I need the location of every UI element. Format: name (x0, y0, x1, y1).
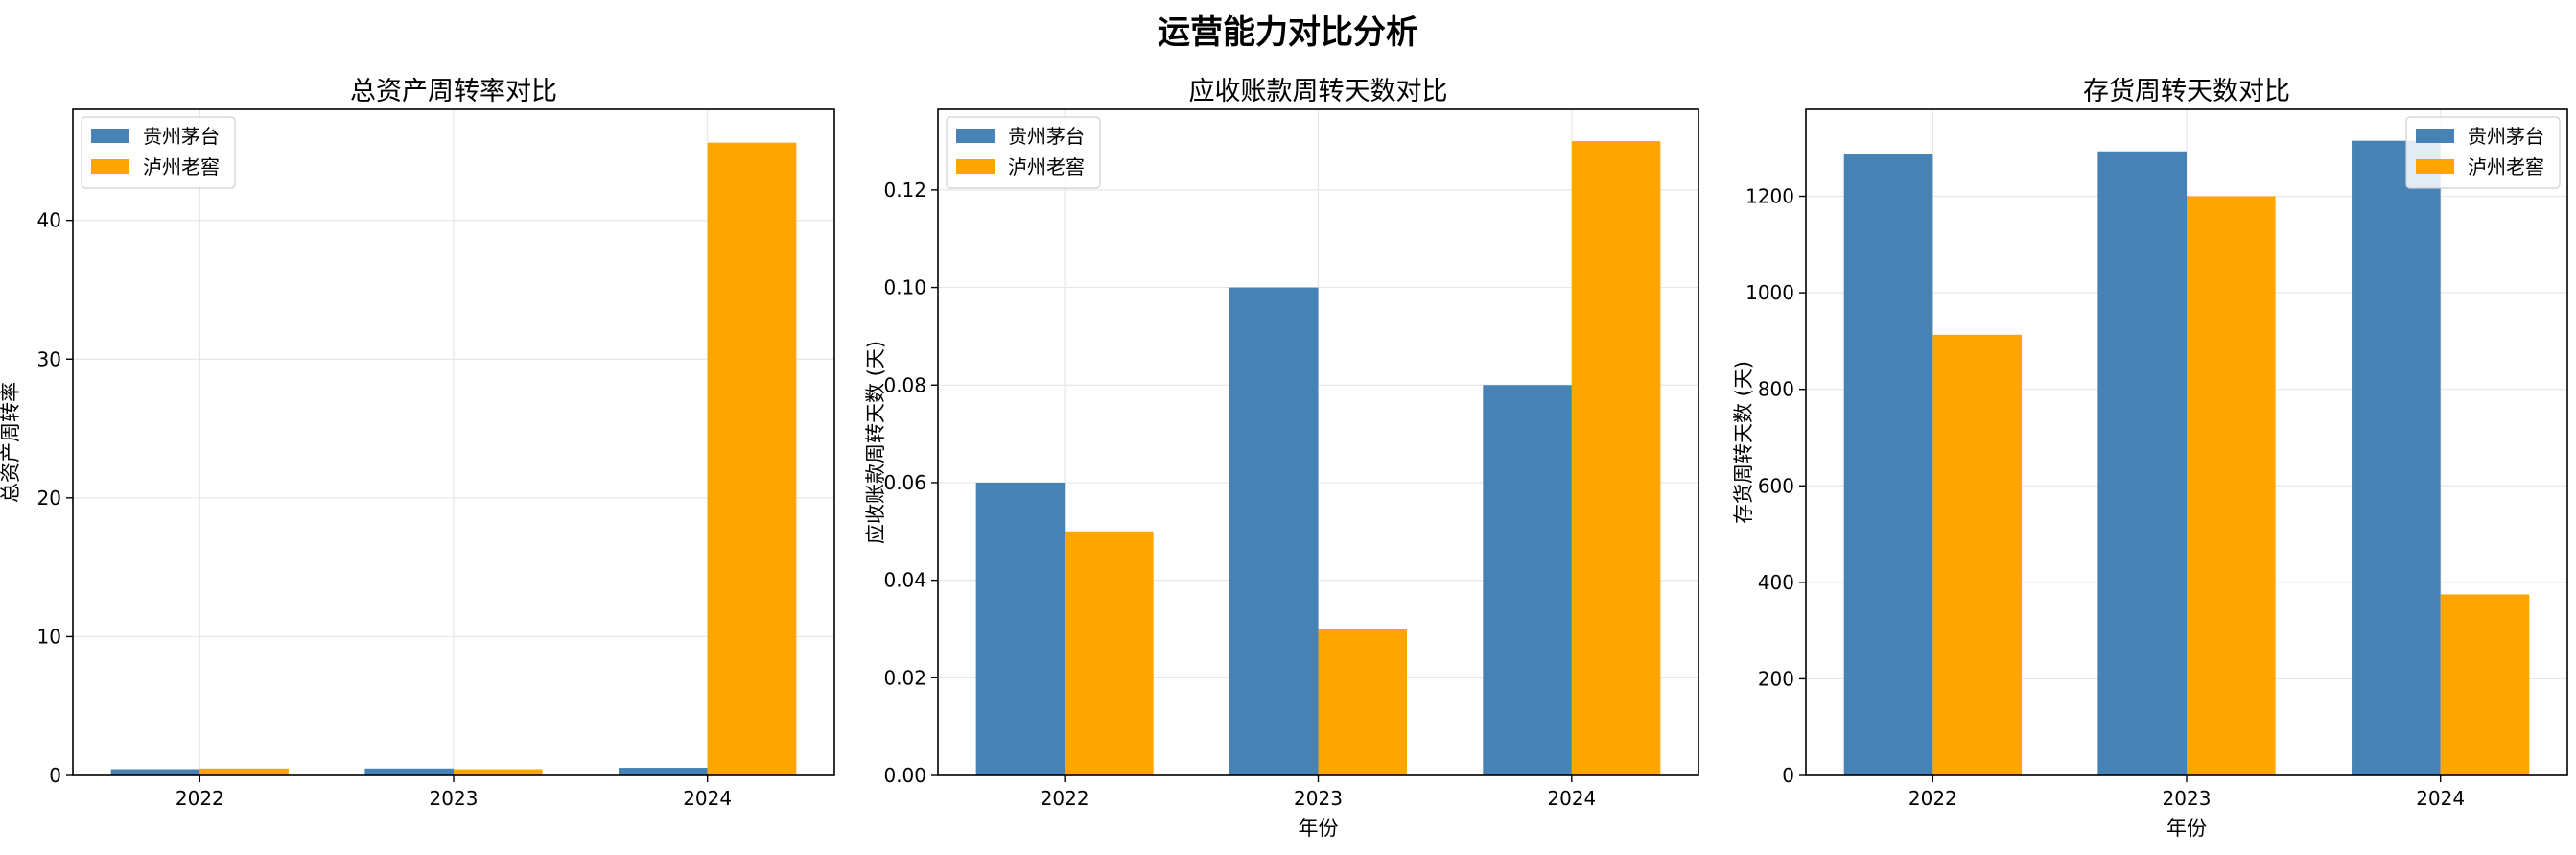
bar-moutai-2023 (2097, 151, 2187, 775)
chart-title: 存货周转天数对比 (2083, 77, 2290, 107)
bar-luzhou-2022 (199, 768, 289, 775)
legend-swatch (2416, 129, 2454, 143)
y-tick-label: 40 (37, 209, 61, 232)
y-tick-label: 0.00 (883, 764, 926, 787)
legend-swatch (91, 159, 129, 174)
y-tick-label: 0 (49, 764, 61, 787)
bar-moutai-2023 (1229, 287, 1319, 775)
x-tick-label: 2023 (2163, 787, 2212, 810)
x-tick-label: 2022 (1041, 787, 1089, 810)
y-tick-label: 0.08 (883, 373, 926, 396)
x-axis-label: 年份 (2166, 817, 2207, 840)
x-tick-label: 2024 (683, 787, 732, 810)
chart-title: 应收账款周转天数对比 (1189, 77, 1448, 107)
legend-label: 泸州老窖 (2468, 155, 2544, 178)
chart-panel-2: 0.00 0.02 0.04 0.06 0.08 0.10 0.12 2022 2023 2024… (864, 77, 1699, 840)
y-tick-label: 200 (1758, 667, 1794, 690)
bar-luzhou-2023 (2187, 196, 2276, 776)
legend-label: 泸州老窖 (1008, 155, 1085, 178)
x-tick-label: 2023 (430, 787, 479, 810)
legend-label: 贵州茅台 (143, 125, 220, 148)
x-tick-label: 2023 (1294, 787, 1343, 810)
legend-label: 贵州茅台 (2468, 125, 2544, 148)
y-tick-label: 30 (37, 347, 61, 370)
bar-luzhou-2024 (707, 142, 797, 775)
bar-luzhou-2022 (1065, 531, 1154, 775)
y-tick-label: 800 (1758, 378, 1794, 401)
legend-swatch (2416, 159, 2454, 174)
y-tick-label: 20 (37, 487, 61, 510)
bar-luzhou-2023 (454, 769, 543, 775)
y-axis-label: 存货周转天数 (天) (1732, 361, 1755, 524)
y-tick-label: 0.10 (883, 276, 926, 299)
bar-luzhou-2023 (1318, 629, 1408, 775)
y-tick-label: 0 (1782, 764, 1794, 787)
y-tick-label: 0.04 (883, 569, 926, 592)
y-tick-label: 1200 (1745, 185, 1794, 208)
x-axis-label: 年份 (1299, 817, 1339, 840)
legend-label: 贵州茅台 (1008, 125, 1085, 148)
legend-swatch (956, 159, 995, 174)
bar-moutai-2024 (619, 768, 708, 775)
y-tick-label: 600 (1758, 474, 1794, 497)
y-tick-label: 0.06 (883, 471, 926, 494)
bar-luzhou-2024 (2440, 594, 2530, 775)
bar-moutai-2022 (975, 482, 1066, 775)
legend-swatch (956, 129, 995, 143)
y-tick-label: 0.12 (883, 178, 926, 202)
bar-moutai-2022 (110, 769, 200, 775)
bar-moutai-2023 (364, 768, 454, 775)
y-tick-label: 1000 (1745, 281, 1794, 304)
legend-label: 泸州老窖 (143, 155, 220, 178)
y-tick-label: 0.02 (883, 666, 926, 689)
bar-luzhou-2022 (1932, 334, 2022, 775)
bar-moutai-2024 (1483, 385, 1572, 775)
x-tick-label: 2024 (2416, 787, 2465, 810)
bar-luzhou-2024 (1571, 141, 1661, 776)
y-axis-label: 应收账款周转天数 (天) (864, 341, 887, 544)
y-tick-label: 400 (1758, 571, 1794, 594)
bar-moutai-2024 (2352, 140, 2441, 775)
x-tick-label: 2024 (1547, 787, 1596, 810)
legend-swatch (91, 129, 129, 143)
figure-title: 运营能力对比分析 (1158, 13, 1418, 52)
bar-moutai-2022 (1843, 154, 1933, 776)
y-axis-label: 总资产周转率 (0, 382, 22, 503)
chart-title: 总资产周转率对比 (350, 77, 557, 107)
x-tick-label: 2022 (1909, 787, 1957, 810)
x-tick-label: 2022 (176, 787, 224, 810)
chart-panel-3: 0 200 400 600 800 1000 1200 2022 2023 2024 存货周转天数对… (1732, 77, 2568, 840)
y-tick-label: 10 (37, 625, 61, 648)
